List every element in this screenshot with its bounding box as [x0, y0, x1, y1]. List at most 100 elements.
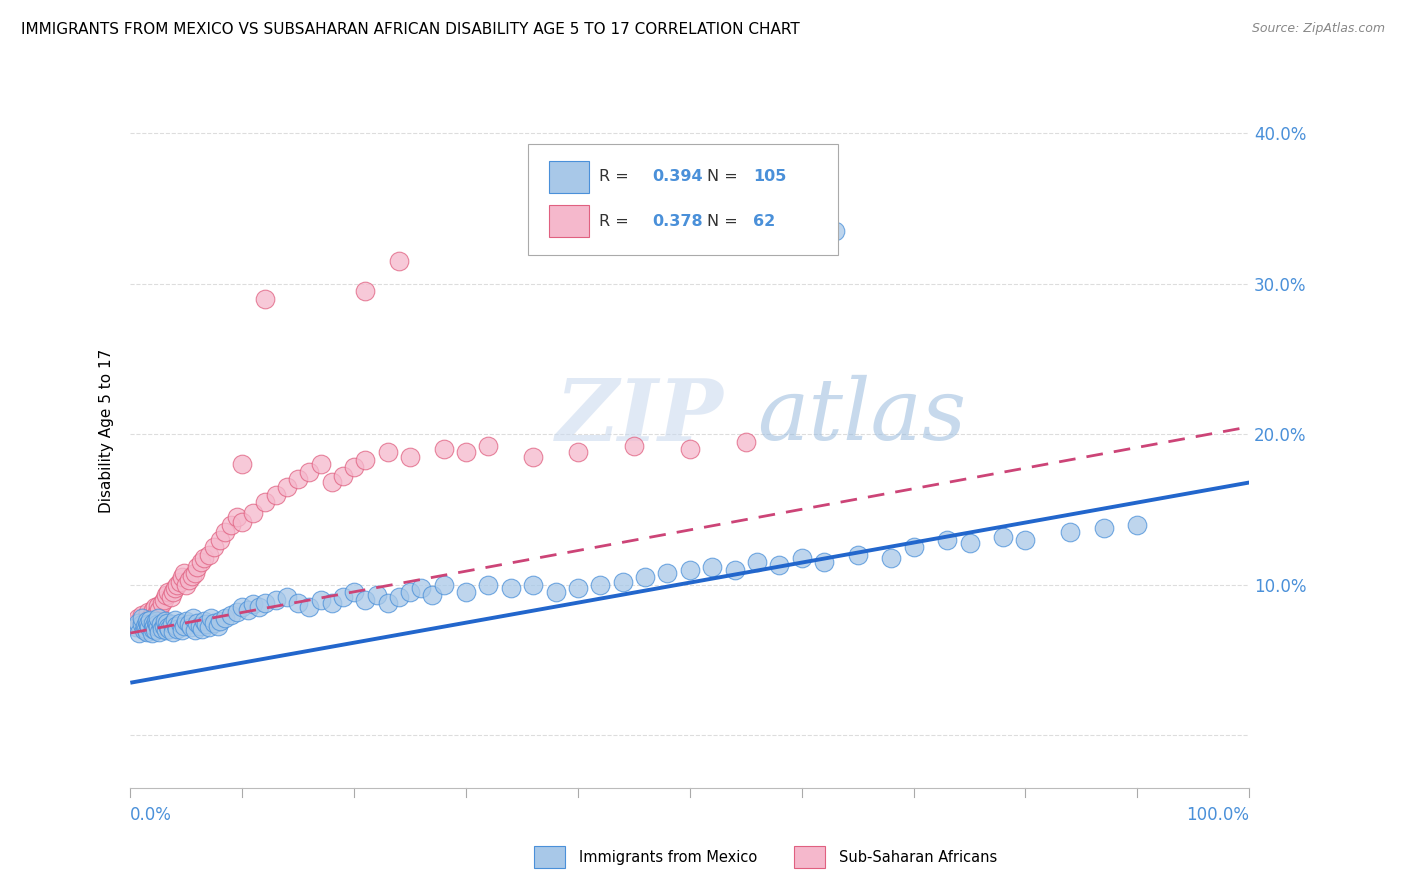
Point	[399, 450, 422, 464]
Point	[128, 618, 150, 632]
Point	[433, 578, 456, 592]
Point	[173, 566, 195, 580]
Point	[702, 559, 724, 574]
Point	[143, 623, 166, 637]
Point	[454, 445, 477, 459]
Point	[160, 617, 183, 632]
Text: 105: 105	[754, 169, 786, 185]
Point	[377, 596, 399, 610]
Point	[287, 596, 309, 610]
Point	[208, 533, 231, 547]
Point	[146, 617, 169, 632]
Point	[142, 618, 165, 632]
Text: 0.378: 0.378	[652, 214, 703, 229]
Point	[136, 609, 159, 624]
Point	[745, 555, 768, 569]
Point	[287, 473, 309, 487]
Point	[734, 434, 756, 449]
Point	[186, 559, 208, 574]
Point	[522, 578, 544, 592]
Point	[433, 442, 456, 457]
Point	[173, 618, 195, 632]
Point	[813, 555, 835, 569]
Point	[162, 624, 184, 639]
Point	[253, 292, 276, 306]
Point	[184, 566, 207, 580]
Point	[544, 585, 567, 599]
Point	[567, 581, 589, 595]
Point	[276, 480, 298, 494]
Point	[134, 618, 156, 632]
Point	[634, 570, 657, 584]
Point	[141, 607, 163, 622]
Point	[354, 453, 377, 467]
Point	[150, 596, 173, 610]
Point	[148, 624, 170, 639]
Point	[377, 445, 399, 459]
Point	[824, 224, 846, 238]
Point	[145, 614, 167, 628]
Point	[264, 487, 287, 501]
Point	[309, 593, 332, 607]
Point	[135, 622, 157, 636]
Point	[148, 611, 170, 625]
Point	[846, 548, 869, 562]
Point	[136, 605, 159, 619]
Point	[790, 550, 813, 565]
Point	[1059, 525, 1081, 540]
Point	[177, 617, 200, 632]
Point	[141, 626, 163, 640]
Point	[165, 618, 187, 632]
Point	[612, 574, 634, 589]
Point	[155, 623, 177, 637]
Text: N =: N =	[707, 169, 742, 185]
Point	[477, 578, 499, 592]
Point	[193, 614, 215, 628]
Point	[242, 506, 264, 520]
Text: Immigrants from Mexico: Immigrants from Mexico	[579, 850, 758, 864]
Point	[499, 581, 522, 595]
Point	[142, 615, 165, 630]
Point	[197, 620, 219, 634]
Point	[184, 623, 207, 637]
Point	[136, 617, 159, 632]
Point	[422, 589, 444, 603]
Point	[332, 590, 354, 604]
Point	[208, 614, 231, 628]
Point	[132, 623, 155, 637]
Point	[197, 548, 219, 562]
Point	[214, 611, 236, 625]
Point	[253, 596, 276, 610]
Point	[131, 614, 153, 628]
Point	[309, 458, 332, 472]
Point	[193, 550, 215, 565]
Point	[207, 618, 229, 632]
Point	[156, 615, 179, 630]
Point	[679, 563, 702, 577]
Point	[148, 620, 170, 634]
Point	[155, 589, 177, 603]
Point	[180, 620, 202, 634]
Point	[298, 465, 321, 479]
Point	[136, 614, 159, 628]
Point	[131, 617, 153, 632]
Point	[177, 574, 200, 588]
Text: N =: N =	[707, 214, 742, 229]
Point	[231, 600, 253, 615]
Point	[142, 622, 165, 636]
Y-axis label: Disability Age 5 to 17: Disability Age 5 to 17	[100, 349, 114, 513]
Point	[454, 585, 477, 599]
Point	[157, 620, 180, 634]
Point	[153, 618, 176, 632]
Point	[174, 614, 197, 628]
Point	[903, 540, 925, 554]
Point	[148, 599, 170, 613]
Point	[125, 620, 148, 634]
Point	[225, 510, 247, 524]
Point	[131, 611, 153, 625]
Point	[1014, 533, 1036, 547]
Point	[202, 615, 225, 630]
Point	[623, 439, 645, 453]
Point	[169, 574, 191, 589]
Point	[146, 605, 169, 619]
